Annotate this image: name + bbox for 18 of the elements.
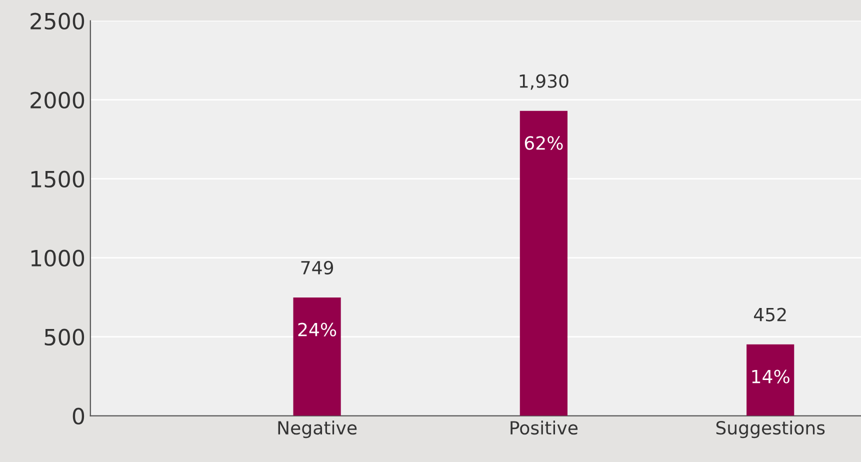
y-tick-label: 1000	[31, 250, 84, 267]
y-tick-label: 1500	[31, 170, 84, 188]
annotation: 24%	[298, 322, 336, 336]
x-tick-label: Positive	[510, 420, 578, 435]
annotation: 62%	[524, 136, 563, 150]
y-tick-label: 500	[44, 328, 84, 346]
y-tick-label: 2000	[30, 92, 84, 109]
annotation: 14%	[752, 370, 790, 384]
data-label: 452	[754, 308, 786, 322]
x-tick-label: Suggestions	[716, 420, 825, 438]
bar	[520, 110, 568, 416]
y-tick-label: 0	[72, 408, 84, 425]
data-label: 749	[301, 260, 334, 275]
y-tick-label: 2500	[30, 12, 84, 30]
bar	[293, 297, 341, 416]
x-tick-label: Negative	[278, 420, 357, 438]
data-label: 1,930	[520, 74, 568, 90]
bar	[746, 344, 794, 416]
